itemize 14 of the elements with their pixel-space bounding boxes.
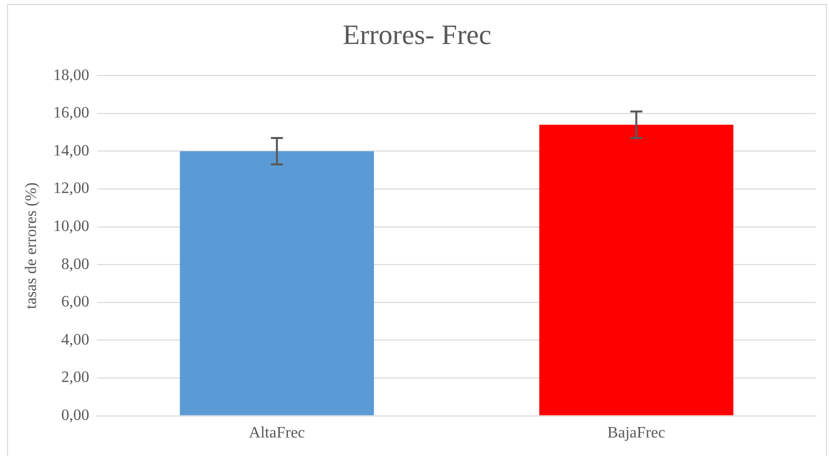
y-tick-label: 4,00: [61, 331, 90, 348]
y-tick-label: 12,00: [53, 180, 90, 198]
y-tick-label: 0,00: [61, 407, 90, 424]
x-tick-label: AltaFrec: [248, 424, 305, 442]
y-tick-label: 10,00: [53, 218, 90, 236]
y-tick-label: 8,00: [61, 256, 90, 273]
y-axis-title: tasas de errores (%): [22, 182, 40, 310]
y-tick-label: 14,00: [53, 142, 90, 160]
y-tick-label: 2,00: [61, 369, 90, 386]
chart-title: Errores- Frec: [342, 20, 492, 52]
x-tick-label: BajaFrec: [607, 424, 666, 442]
y-tick-label: 18,00: [53, 66, 90, 84]
y-tick-label: 6,00: [61, 294, 90, 311]
y-tick-label: 16,00: [53, 104, 90, 122]
